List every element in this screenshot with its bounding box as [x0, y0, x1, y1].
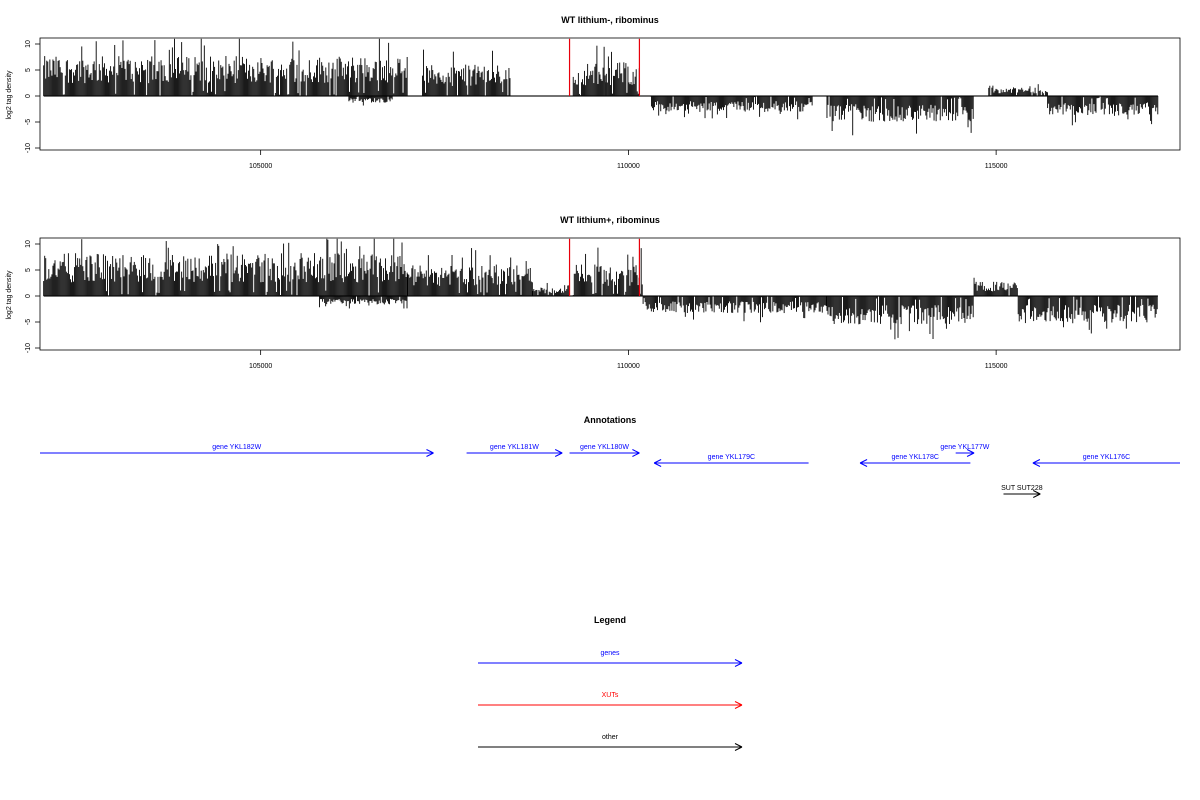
coverage-segment: [572, 247, 643, 296]
coverage-panel-lithium-plus: WT lithium+, ribominus log2 tag density …: [6, 215, 1181, 370]
annotation-label: gene YKL182W: [212, 444, 261, 451]
gene-arrow: [569, 449, 640, 457]
coverage-segment: [407, 248, 533, 296]
y-tick-label: 0: [25, 94, 32, 98]
legend-label: XUTs: [602, 692, 619, 699]
coverage-segment: [973, 277, 1018, 296]
y-tick-label: -10: [25, 143, 32, 153]
y-tick-label: 0: [25, 294, 32, 298]
y-axis: -10 -5 0 5 10: [25, 40, 40, 153]
coverage-segment: [605, 51, 640, 96]
gene-arrow: [859, 459, 971, 467]
y-axis: -10 -5 0 5 10: [25, 240, 40, 353]
legend-label: other: [602, 734, 619, 741]
x-tick-label: 105000: [249, 363, 272, 370]
gene-arrow: [653, 459, 809, 467]
y-tick-label: 10: [25, 40, 32, 48]
annotation-label: gene YKL177W: [940, 444, 989, 451]
y-tick-label: -5: [25, 119, 32, 125]
gene-arrow: [1032, 459, 1180, 467]
coverage-segment: [532, 282, 570, 296]
coverage-segment: [348, 96, 393, 106]
coverage-segment: [642, 296, 827, 323]
legend-items: genes XUTs other: [478, 650, 743, 751]
plot-frame: [39, 237, 1181, 351]
coverage-segment: [650, 96, 813, 120]
annotation-label: gene YKL179C: [708, 454, 755, 461]
coverage-segment: [319, 296, 408, 309]
gene-arrow: [955, 449, 975, 457]
coverage-panel-lithium-minus: WT lithium-, ribominus log2 tag density …: [6, 15, 1181, 170]
annotation-track: Annotations gene YKL182W gene YKL181W gene…: [40, 415, 1180, 498]
annotation-label: gene YKL176C: [1083, 454, 1130, 461]
coverage-segment: [1017, 296, 1158, 334]
coverage-segment: [43, 238, 408, 296]
annotation-items: gene YKL182W gene YKL181W gene YKL180W gene…: [40, 444, 1180, 498]
coverage-segment: [988, 84, 1048, 96]
plot-frame: [39, 37, 1181, 151]
legend: Legend genes XUTs other: [478, 615, 743, 751]
panel-title: WT lithium-, ribominus: [561, 15, 659, 25]
annotation-label: gene YKL178C: [892, 454, 939, 461]
y-tick-label: 10: [25, 240, 32, 248]
x-axis: 105000 110000 115000: [249, 150, 1008, 170]
feature-arrow: [1003, 490, 1041, 498]
y-tick-label: 5: [25, 268, 32, 272]
panel-title: WT lithium+, ribominus: [560, 215, 660, 225]
coverage-segment: [826, 96, 974, 136]
legend-title: Legend: [594, 615, 626, 625]
coverage-segment: [43, 38, 408, 96]
coverage-segment: [572, 45, 607, 96]
annotation-label: SUT SUT228: [1001, 485, 1043, 492]
coverage-bars: [43, 238, 1158, 340]
annotations-title: Annotations: [584, 415, 637, 425]
legend-arrow-xut: [478, 701, 743, 709]
x-axis: 105000 110000 115000: [249, 350, 1008, 370]
x-tick-label: 115000: [985, 163, 1008, 170]
x-tick-label: 105000: [249, 163, 272, 170]
y-tick-label: -10: [25, 343, 32, 353]
gene-arrow: [40, 449, 434, 457]
coverage-segment: [1047, 96, 1159, 126]
y-axis-label: log2 tag density: [6, 270, 13, 320]
coverage-bars: [43, 38, 1159, 136]
gene-arrow: [466, 449, 563, 457]
legend-arrow-other: [478, 743, 743, 751]
annotation-label: gene YKL181W: [490, 444, 539, 451]
y-axis-label: log2 tag density: [6, 70, 13, 120]
x-tick-label: 110000: [617, 163, 640, 170]
legend-arrow-gene: [478, 659, 743, 667]
coverage-segment: [826, 296, 974, 340]
y-tick-label: 5: [25, 68, 32, 72]
x-tick-label: 110000: [617, 363, 640, 370]
x-tick-label: 115000: [985, 363, 1008, 370]
coverage-segment: [422, 49, 511, 96]
legend-label: genes: [600, 650, 620, 657]
y-tick-label: -5: [25, 319, 32, 325]
annotation-label: gene YKL180W: [580, 444, 629, 451]
